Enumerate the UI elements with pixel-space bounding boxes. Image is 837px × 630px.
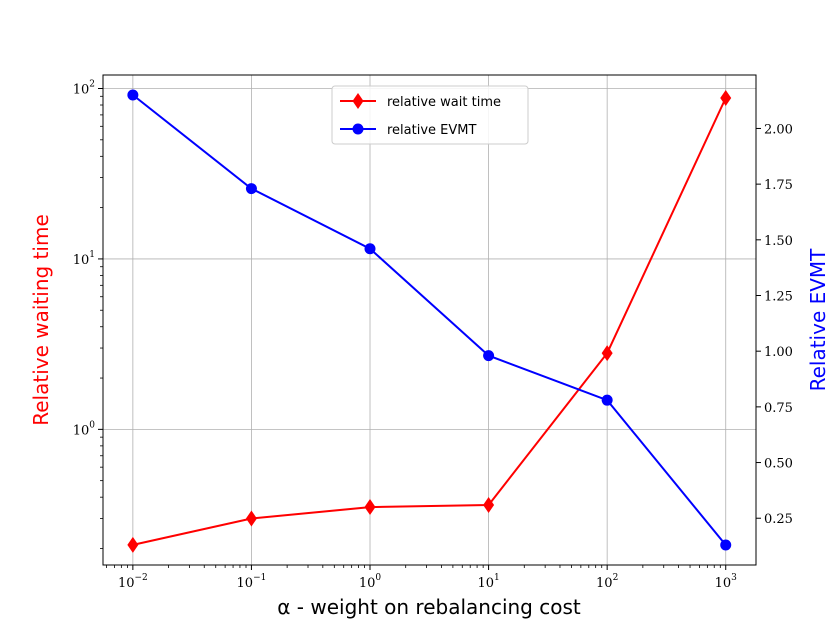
data-point-circle xyxy=(720,539,732,551)
data-point-diamond xyxy=(601,345,613,362)
right-tick-label: 1.50 xyxy=(764,234,793,249)
right-tick-label: 2.00 xyxy=(764,122,793,137)
plot-frame xyxy=(102,74,757,566)
series-group xyxy=(127,89,732,553)
right-axis-ticks: 0.25 0.50 0.75 1.00 1.25 1.50 1.75 2.00 xyxy=(756,122,793,527)
x-tick-label: 10−1 xyxy=(237,573,267,591)
right-tick-label: 1.75 xyxy=(764,178,793,193)
data-point-circle xyxy=(127,89,139,101)
data-point-diamond xyxy=(720,89,732,106)
x-tick-label: 101 xyxy=(477,573,499,591)
left-tick-label: 100 xyxy=(73,420,96,438)
right-tick-label: 0.50 xyxy=(764,457,793,472)
right-tick-label: 1.00 xyxy=(764,345,793,360)
legend-marker-circle xyxy=(352,123,364,135)
left-axis-ticks: 100 101 102 xyxy=(73,79,103,549)
x-tick-label: 10−2 xyxy=(118,573,148,591)
legend-box xyxy=(331,85,529,145)
legend-label: relative EVMT xyxy=(387,123,476,138)
right-axis-label: Relative EVMT xyxy=(806,248,830,392)
right-tick-label: 0.25 xyxy=(764,512,793,527)
data-point-circle xyxy=(601,394,613,406)
x-tick-label: 103 xyxy=(715,573,738,591)
data-point-circle xyxy=(245,183,257,195)
data-point-diamond xyxy=(127,536,139,553)
data-point-diamond xyxy=(483,496,495,513)
series-line xyxy=(132,94,727,546)
x-tick-label: 100 xyxy=(359,573,382,591)
x-tick-label: 102 xyxy=(596,573,618,591)
x-axis-label: α - weight on rebalancing cost xyxy=(277,595,581,619)
left-tick-label: 101 xyxy=(73,250,95,268)
data-point-circle xyxy=(364,243,376,255)
legend: relative wait time relative EVMT xyxy=(331,85,529,145)
data-point-circle xyxy=(483,350,495,362)
legend-marker-diamond xyxy=(352,93,364,109)
left-tick-label: 102 xyxy=(73,79,95,97)
x-axis-ticks: 10−2 10−1 100 101 102 103 xyxy=(106,565,738,591)
data-point-diamond xyxy=(245,510,257,527)
left-axis-label: Relative waiting time xyxy=(29,214,53,426)
series-line xyxy=(132,97,727,546)
data-point-diamond xyxy=(364,499,376,516)
right-tick-label: 1.25 xyxy=(764,290,793,305)
right-tick-label: 0.75 xyxy=(764,401,793,416)
legend-label: relative wait time xyxy=(387,95,501,110)
